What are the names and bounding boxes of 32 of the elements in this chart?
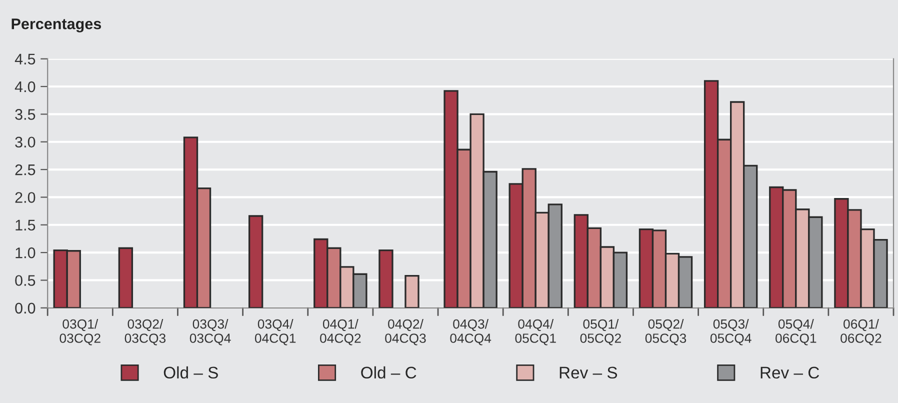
legend-label: Old – S xyxy=(164,366,218,379)
x-tick-label: 05Q2/ 05CQ3 xyxy=(645,319,686,346)
x-tick-label: 05Q3/ 05CQ4 xyxy=(710,319,752,346)
x-tick-label: 03Q4/ 04CQ1 xyxy=(254,319,296,346)
x-tick-label: 04Q4/ 05CQ1 xyxy=(515,319,556,346)
x-tick-label: 04Q2/ 04CQ3 xyxy=(385,319,426,346)
y-tick-label: 4.5 xyxy=(14,54,36,65)
y-tick-label: 1.5 xyxy=(16,220,36,231)
y-tick-label: 2.5 xyxy=(15,164,36,176)
bar xyxy=(378,250,394,308)
y-tick-label: 0.5 xyxy=(15,275,36,286)
x-tick-label: 04Q1/ 04CQ2 xyxy=(320,319,361,346)
y-tick-label: 1.0 xyxy=(16,247,36,258)
x-tick-label: 06Q1/ 06CQ2 xyxy=(840,319,882,346)
y-tick-label: 0.0 xyxy=(15,302,36,314)
x-tick-label: 05Q4/ 06CQ1 xyxy=(776,319,816,346)
y-tick-label: 2.0 xyxy=(15,192,36,203)
chart-title: Percentages xyxy=(12,18,102,32)
bar xyxy=(404,274,420,308)
bar xyxy=(248,215,264,308)
bar xyxy=(118,247,134,308)
legend-label: Rev – C xyxy=(760,366,820,379)
legend-label: Old – C xyxy=(361,366,416,379)
x-tick-label: 03Q3/ 03CQ4 xyxy=(190,319,231,346)
x-tick-label: 05Q1/ 05CQ2 xyxy=(580,319,621,346)
x-tick-label: 03Q2/ 03CQ3 xyxy=(124,319,166,346)
x-tick-label: 04Q3/ 04CQ4 xyxy=(450,319,492,346)
y-tick-label: 4.0 xyxy=(14,81,36,92)
legend-label: Rev – S xyxy=(560,366,618,379)
y-tick-label: 3.0 xyxy=(15,136,36,148)
y-tick-label: 3.5 xyxy=(15,109,36,120)
x-tick-label: 03Q1/ 03CQ2 xyxy=(60,319,100,346)
